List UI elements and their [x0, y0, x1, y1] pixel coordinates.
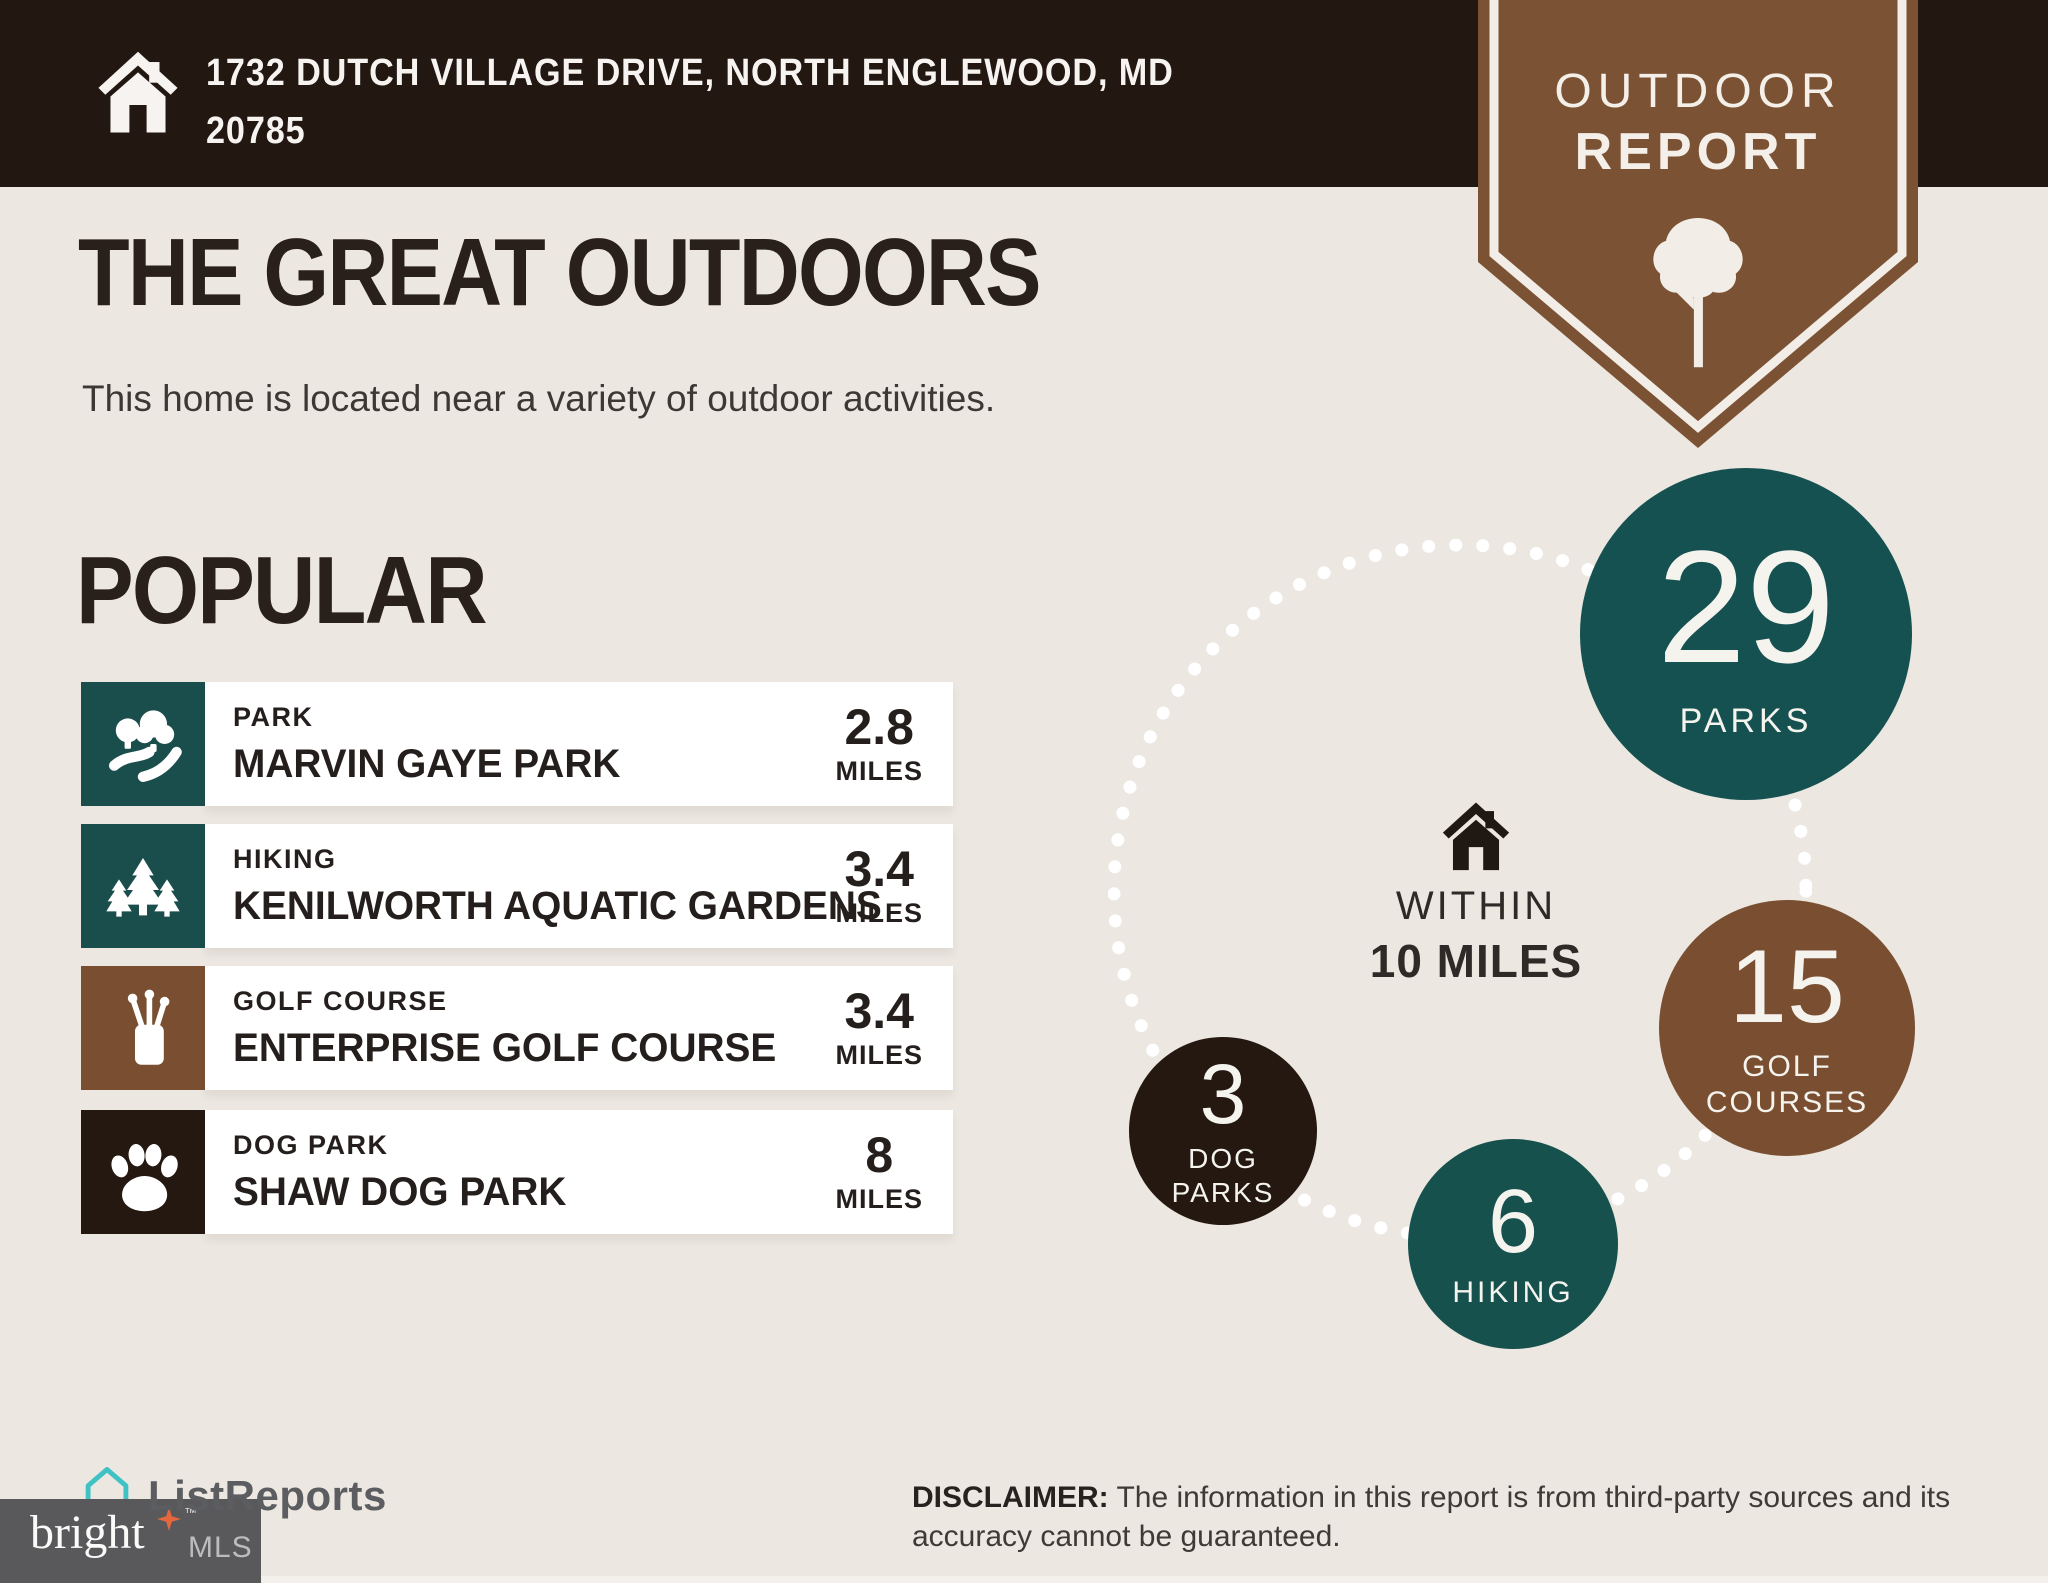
ten-miles-label: 10 MILES — [1369, 935, 1583, 987]
item-distance: 2.8 MILES — [835, 682, 923, 806]
page-subtitle: This home is located near a variety of o… — [82, 378, 996, 419]
stat-circle-golf-courses: 15 GOLF COURSES — [1659, 900, 1915, 1156]
tree-icon — [1653, 217, 1743, 368]
item-distance: 8 MILES — [835, 1110, 923, 1234]
item-category: PARK — [233, 701, 314, 732]
disclaimer-line2: accuracy cannot be guaranteed. — [912, 1520, 1341, 1553]
disclaimer: DISCLAIMER: The information in this repo… — [912, 1478, 2042, 1556]
item-category: HIKING — [233, 843, 337, 874]
distance-unit: MILES — [835, 1183, 923, 1214]
list-item-card: PARK MARVIN GAYE PARK 2.8 MILES — [205, 682, 953, 806]
distance-unit: MILES — [835, 1039, 923, 1070]
hiking-label: HIKING — [1452, 1276, 1574, 1309]
ribbon-title-line1: OUTDOOR — [1554, 65, 1842, 118]
outdoor-report-ribbon: OUTDOOR REPORT — [1478, 0, 1918, 450]
bright-star-icon — [157, 1507, 181, 1531]
item-name: KENILWORTH AQUATIC GARDENS — [233, 883, 882, 928]
golf-label: GOLF COURSES — [1705, 1050, 1869, 1119]
stat-circle-parks: 29 PARKS — [1580, 468, 1912, 800]
park-icon — [81, 682, 205, 806]
item-category: DOG PARK — [233, 1129, 389, 1160]
list-item-park: PARK MARVIN GAYE PARK 2.8 MILES — [81, 682, 953, 806]
bright-logo-word: bright — [30, 1506, 145, 1559]
bright-mls-logo: bright ™ MLS — [0, 1499, 261, 1583]
distance-unit: MILES — [835, 755, 923, 786]
paw-icon — [81, 1110, 205, 1234]
parks-count: 29 — [1657, 516, 1835, 696]
list-item-dog-park: DOG PARK SHAW DOG PARK 8 MILES — [81, 1110, 953, 1234]
disclaimer-line1: The information in this report is from t… — [1116, 1481, 1951, 1514]
mls-label: MLS — [188, 1531, 253, 1564]
distance-value: 3.4 — [844, 840, 914, 897]
list-item-card: GOLF COURSE ENTERPRISE GOLF COURSE 3.4 M… — [205, 966, 953, 1090]
listreports-logo-text: ListReports — [148, 1472, 387, 1519]
item-category: GOLF COURSE — [233, 985, 448, 1016]
item-name: SHAW DOG PARK — [233, 1169, 567, 1214]
list-item-card: DOG PARK SHAW DOG PARK 8 MILES — [205, 1110, 953, 1234]
parks-label: PARKS — [1679, 701, 1813, 740]
address-line-1: 1732 DUTCH VILLAGE DRIVE, NORTH ENGLEWOO… — [206, 52, 1174, 94]
ribbon-banner-shape — [1478, 0, 1918, 448]
radius-center-label: WITHIN 10 MILES — [1326, 884, 1626, 988]
hiking-count: 6 — [1487, 1172, 1539, 1272]
distance-unit: MILES — [835, 897, 923, 928]
home-icon — [1442, 802, 1510, 871]
stat-circle-dog-parks: 3 DOG PARKS — [1129, 1037, 1317, 1225]
golf-bag-icon — [81, 966, 205, 1090]
item-distance: 3.4 MILES — [835, 824, 923, 948]
distance-value: 8 — [865, 1126, 894, 1183]
address-line-2: 20785 — [206, 110, 306, 152]
golf-count: 15 — [1729, 929, 1845, 1045]
item-distance: 3.4 MILES — [835, 966, 923, 1090]
dog-parks-count: 3 — [1199, 1047, 1247, 1142]
trademark-symbol: ™ — [184, 1505, 197, 1520]
list-item-card: HIKING KENILWORTH AQUATIC GARDENS 3.4 MI… — [205, 824, 953, 948]
ribbon-title-line2: REPORT — [1574, 123, 1822, 181]
list-item-golf: GOLF COURSE ENTERPRISE GOLF COURSE 3.4 M… — [81, 966, 953, 1090]
popular-heading: POPULAR — [76, 537, 488, 644]
within-label: WITHIN — [1395, 884, 1557, 928]
home-icon — [98, 51, 178, 133]
dog-parks-label: DOG PARKS — [1171, 1143, 1275, 1208]
distance-value: 2.8 — [844, 698, 914, 755]
disclaimer-label: DISCLAIMER: — [912, 1481, 1109, 1514]
pine-trees-icon — [81, 824, 205, 948]
item-name: ENTERPRISE GOLF COURSE — [233, 1025, 777, 1070]
item-name: MARVIN GAYE PARK — [233, 741, 621, 786]
property-address: 1732 DUTCH VILLAGE DRIVE, NORTH ENGLEWOO… — [206, 44, 1174, 160]
stat-circle-hiking: 6 HIKING — [1408, 1139, 1618, 1349]
distance-value: 3.4 — [844, 982, 914, 1039]
list-item-hiking: HIKING KENILWORTH AQUATIC GARDENS 3.4 MI… — [81, 824, 953, 948]
page-title: THE GREAT OUTDOORS — [78, 219, 1042, 326]
bottom-strip — [0, 1576, 2048, 1583]
